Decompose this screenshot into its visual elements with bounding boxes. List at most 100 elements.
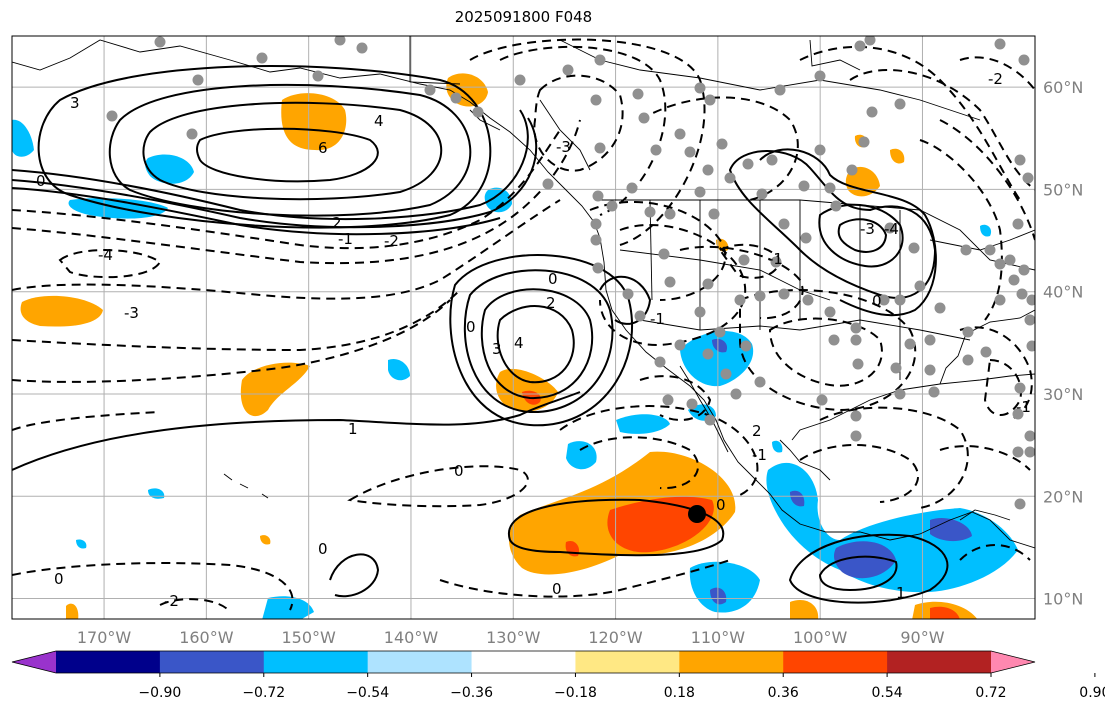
anomaly-region <box>76 539 87 549</box>
anomaly-region <box>980 224 992 237</box>
station-dot <box>592 262 604 274</box>
contour-label: -3 <box>124 304 139 322</box>
anomaly-region <box>240 362 310 417</box>
station-dot <box>740 340 752 352</box>
station-dot <box>716 138 728 150</box>
station-dot <box>594 142 606 154</box>
station-dot <box>1014 154 1026 166</box>
anomaly-region <box>616 414 670 434</box>
colorbar-segment <box>679 651 784 673</box>
station-markers <box>106 36 1035 510</box>
station-dot <box>766 154 778 166</box>
station-dot <box>774 84 786 96</box>
station-dot <box>592 190 604 202</box>
station-dot <box>664 208 676 220</box>
station-dot <box>770 256 782 268</box>
station-dot <box>708 208 720 220</box>
station-dot <box>824 182 836 194</box>
contour-label: 0 <box>318 540 328 558</box>
station-dot <box>256 52 268 64</box>
contour-label: -1 <box>1016 398 1031 416</box>
station-dot <box>816 394 828 406</box>
contour-label: -1 <box>338 230 353 248</box>
contour-label: 0 <box>454 462 464 480</box>
station-dot <box>734 294 746 306</box>
station-dot <box>924 334 936 346</box>
colorbar-segment <box>575 651 680 673</box>
longitude-label: 120°W <box>588 628 643 647</box>
colorbar-tick-label: −0.90 <box>138 685 181 701</box>
station-dot <box>154 36 166 48</box>
station-dot <box>890 362 902 374</box>
station-dot <box>778 218 790 230</box>
anomaly-region <box>790 600 819 619</box>
station-dot <box>828 334 840 346</box>
station-dot <box>714 326 726 338</box>
contour-label: 1 <box>896 584 906 602</box>
latitude-labels: 60°N 50°N 40°N 30°N 20°N 10°N <box>1043 78 1083 608</box>
station-dot <box>1022 172 1034 184</box>
station-dot <box>802 294 814 306</box>
station-dot <box>778 288 790 300</box>
colorbar-outline <box>11 650 1036 674</box>
station-dot <box>914 280 926 292</box>
anomaly-region <box>689 561 760 613</box>
station-dot <box>514 74 526 86</box>
station-dot <box>590 218 602 230</box>
anomaly-region <box>712 338 728 353</box>
contour-label: -4 <box>884 220 899 238</box>
station-dot <box>704 414 716 426</box>
colorbar-segment <box>887 651 992 673</box>
colorbar-tick-label: −0.18 <box>554 685 597 701</box>
station-dot <box>814 144 826 156</box>
contours-dashed <box>12 38 1035 613</box>
anomaly-region <box>496 368 558 412</box>
station-dot <box>192 74 204 86</box>
station-dot <box>704 94 716 106</box>
latitude-label: 10°N <box>1043 590 1083 609</box>
station-dot <box>852 358 864 370</box>
station-dot <box>1018 264 1030 276</box>
contour-label: 0 <box>716 496 726 514</box>
map-border <box>11 35 1036 620</box>
station-dot <box>814 70 826 82</box>
station-dot <box>622 288 634 300</box>
contour-label: -2 <box>164 592 179 610</box>
colorbar-segment <box>367 651 473 673</box>
station-dot <box>594 54 606 66</box>
station-dot <box>994 258 1006 270</box>
station-dot <box>590 234 602 246</box>
station-dot <box>980 346 992 358</box>
station-dot <box>638 112 650 124</box>
contour-label: 0 <box>466 318 476 336</box>
colorbar-tick-label: 0.72 <box>975 685 1006 701</box>
colorbar-segment <box>263 651 369 673</box>
station-dot <box>1012 446 1024 458</box>
colorbar-segment <box>783 651 888 673</box>
station-dot <box>634 310 646 322</box>
station-dot <box>878 294 890 306</box>
anomaly-region <box>388 358 410 381</box>
station-dot <box>702 164 714 176</box>
point-marker <box>688 505 706 523</box>
station-dot <box>472 106 484 118</box>
anomaly-region <box>20 295 103 327</box>
contours-solid <box>12 65 949 604</box>
station-dot <box>866 106 878 118</box>
station-dot <box>924 364 936 376</box>
anomaly-region <box>66 603 79 619</box>
colorbar-segment <box>159 651 265 673</box>
anomaly-region <box>260 535 271 545</box>
colorbar-tick-labels: −0.90 −0.72 −0.54 −0.36 −0.18 0.18 0.36 0.54 0.7… <box>138 673 1105 701</box>
station-dot <box>994 38 1006 50</box>
station-dot <box>562 64 574 76</box>
station-dot <box>962 326 974 338</box>
contour-label: 2 <box>752 422 762 440</box>
latitude-label: 20°N <box>1043 487 1083 506</box>
colorbar-tick-label: 0.18 <box>664 685 695 701</box>
contour-label: 3 <box>70 94 80 112</box>
colorbar-segment <box>56 651 161 673</box>
station-dot <box>1012 218 1024 230</box>
station-dot <box>960 244 972 256</box>
latitude-label: 40°N <box>1043 283 1083 302</box>
